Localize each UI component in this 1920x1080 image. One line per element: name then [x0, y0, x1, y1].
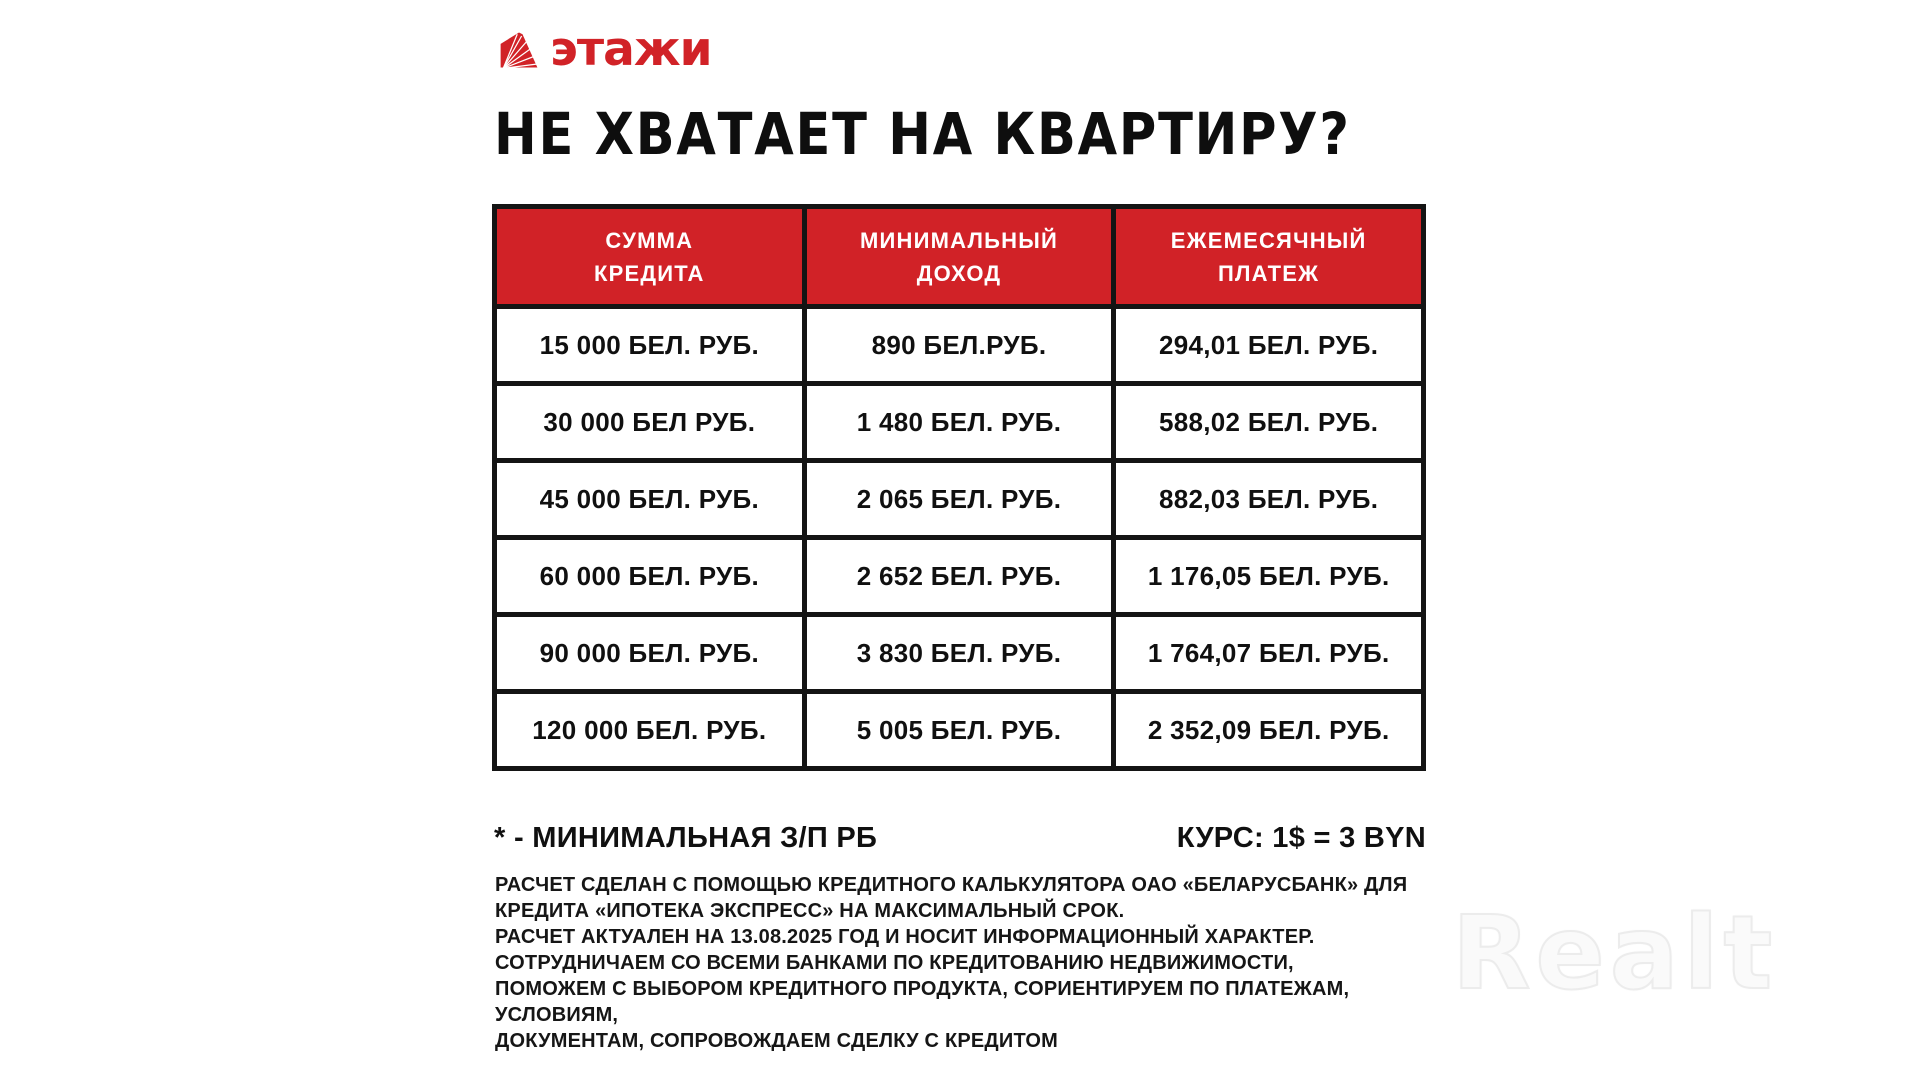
etazhi-logo: этажи	[498, 22, 713, 77]
table-row: 60 000 БЕЛ. РУБ. 2 652 БЕЛ. РУБ. 1 176,0…	[492, 535, 1426, 617]
table-row: 90 000 БЕЛ. РУБ. 3 830 БЕЛ. РУБ. 1 764,0…	[492, 612, 1426, 694]
realt-watermark: Realt	[1451, 893, 1778, 1014]
table-cell: 2 065 БЕЛ. РУБ.	[801, 458, 1117, 540]
table-row: 45 000 БЕЛ. РУБ. 2 065 БЕЛ. РУБ. 882,03 …	[492, 458, 1426, 540]
table-cell: 15 000 БЕЛ. РУБ.	[492, 304, 807, 386]
header-line: ДОХОД	[916, 260, 1002, 286]
table-cell: 45 000 БЕЛ. РУБ.	[492, 458, 807, 540]
page-title: НЕ ХВАТАЕТ НА КВАРТИРУ?	[494, 100, 1351, 168]
disclaimer-line: РАСЧЕТ СДЕЛАН С ПОМОЩЬЮ КРЕДИТНОГО КАЛЬК…	[495, 874, 1408, 896]
table-cell: 60 000 БЕЛ. РУБ.	[492, 535, 807, 617]
footnotes-row: * - МИНИМАЛЬНАЯ З/П РБ КУРС: 1$ = 3 BYN	[494, 822, 1426, 855]
table-cell: 1 176,05 БЕЛ. РУБ.	[1111, 535, 1426, 617]
header-line: ЕЖЕМЕСЯЧНЫЙ	[1170, 227, 1367, 253]
table-cell: 588,02 БЕЛ. РУБ.	[1111, 381, 1426, 463]
disclaimer-text: РАСЧЕТ СДЕЛАН С ПОМОЩЬЮ КРЕДИТНОГО КАЛЬК…	[495, 872, 1407, 1054]
table-cell: 890 БЕЛ.РУБ.	[801, 304, 1117, 386]
header-line: МИНИМАЛЬНЫЙ	[859, 227, 1058, 253]
header-cell-monthly-payment: ЕЖЕМЕСЯЧНЫЙ ПЛАТЕЖ	[1111, 204, 1426, 309]
exchange-rate-note: КУРС: 1$ = 3 BYN	[1176, 822, 1426, 854]
table-cell: 3 830 БЕЛ. РУБ.	[801, 612, 1117, 694]
disclaimer-line: СОТРУДНИЧАЕМ СО ВСЕМИ БАНКАМИ ПО КРЕДИТО…	[495, 952, 1294, 974]
table-row: 120 000 БЕЛ. РУБ. 5 005 БЕЛ. РУБ. 2 352,…	[492, 689, 1426, 771]
table-cell: 294,01 БЕЛ. РУБ.	[1111, 304, 1426, 386]
disclaimer-line: ПОМОЖЕМ С ВЫБОРОМ КРЕДИТНОГО ПРОДУКТА, С…	[495, 978, 1350, 1000]
footnote-min-salary: * - МИНИМАЛЬНАЯ З/П РБ	[494, 822, 878, 854]
header-line: СУММА	[605, 227, 694, 253]
table-cell: 120 000 БЕЛ. РУБ.	[492, 689, 807, 771]
table-cell: 5 005 БЕЛ. РУБ.	[801, 689, 1117, 771]
disclaimer-line: РАСЧЕТ АКТУАЛЕН НА 13.08.2025 ГОД И НОСИ…	[495, 926, 1315, 948]
header-cell-credit-sum: СУММА КРЕДИТА	[492, 204, 807, 309]
credit-table-header: СУММА КРЕДИТА МИНИМАЛЬНЫЙ ДОХОД ЕЖЕМЕСЯЧ…	[492, 204, 1426, 309]
credit-table-body: 15 000 БЕЛ. РУБ. 890 БЕЛ.РУБ. 294,01 БЕЛ…	[492, 304, 1426, 771]
table-cell: 90 000 БЕЛ. РУБ.	[492, 612, 807, 694]
disclaimer-line: КРЕДИТА «ИПОТЕКА ЭКСПРЕСС» НА МАКСИМАЛЬН…	[495, 900, 1125, 922]
etazhi-house-icon	[498, 29, 540, 71]
table-header-row: СУММА КРЕДИТА МИНИМАЛЬНЫЙ ДОХОД ЕЖЕМЕСЯЧ…	[492, 204, 1426, 309]
header-line: КРЕДИТА	[594, 260, 705, 286]
table-cell: 2 652 БЕЛ. РУБ.	[801, 535, 1117, 617]
logo-text: этажи	[550, 22, 713, 77]
disclaimer-line: ДОКУМЕНТАМ, СОПРОВОЖДАЕМ СДЕЛКУ С КРЕДИТ…	[495, 1030, 1058, 1052]
table-cell: 1 764,07 БЕЛ. РУБ.	[1111, 612, 1426, 694]
table-cell: 1 480 БЕЛ. РУБ.	[801, 381, 1117, 463]
disclaimer-line: УСЛОВИЯМ,	[495, 1004, 619, 1026]
table-row: 15 000 БЕЛ. РУБ. 890 БЕЛ.РУБ. 294,01 БЕЛ…	[492, 304, 1426, 386]
header-line: ПЛАТЕЖ	[1218, 260, 1320, 286]
table-cell: 2 352,09 БЕЛ. РУБ.	[1111, 689, 1426, 771]
header-cell-min-income: МИНИМАЛЬНЫЙ ДОХОД	[801, 204, 1117, 309]
table-cell: 882,03 БЕЛ. РУБ.	[1111, 458, 1426, 540]
table-cell: 30 000 БЕЛ РУБ.	[492, 381, 807, 463]
table-row: 30 000 БЕЛ РУБ. 1 480 БЕЛ. РУБ. 588,02 Б…	[492, 381, 1426, 463]
credit-table: СУММА КРЕДИТА МИНИМАЛЬНЫЙ ДОХОД ЕЖЕМЕСЯЧ…	[492, 204, 1426, 771]
